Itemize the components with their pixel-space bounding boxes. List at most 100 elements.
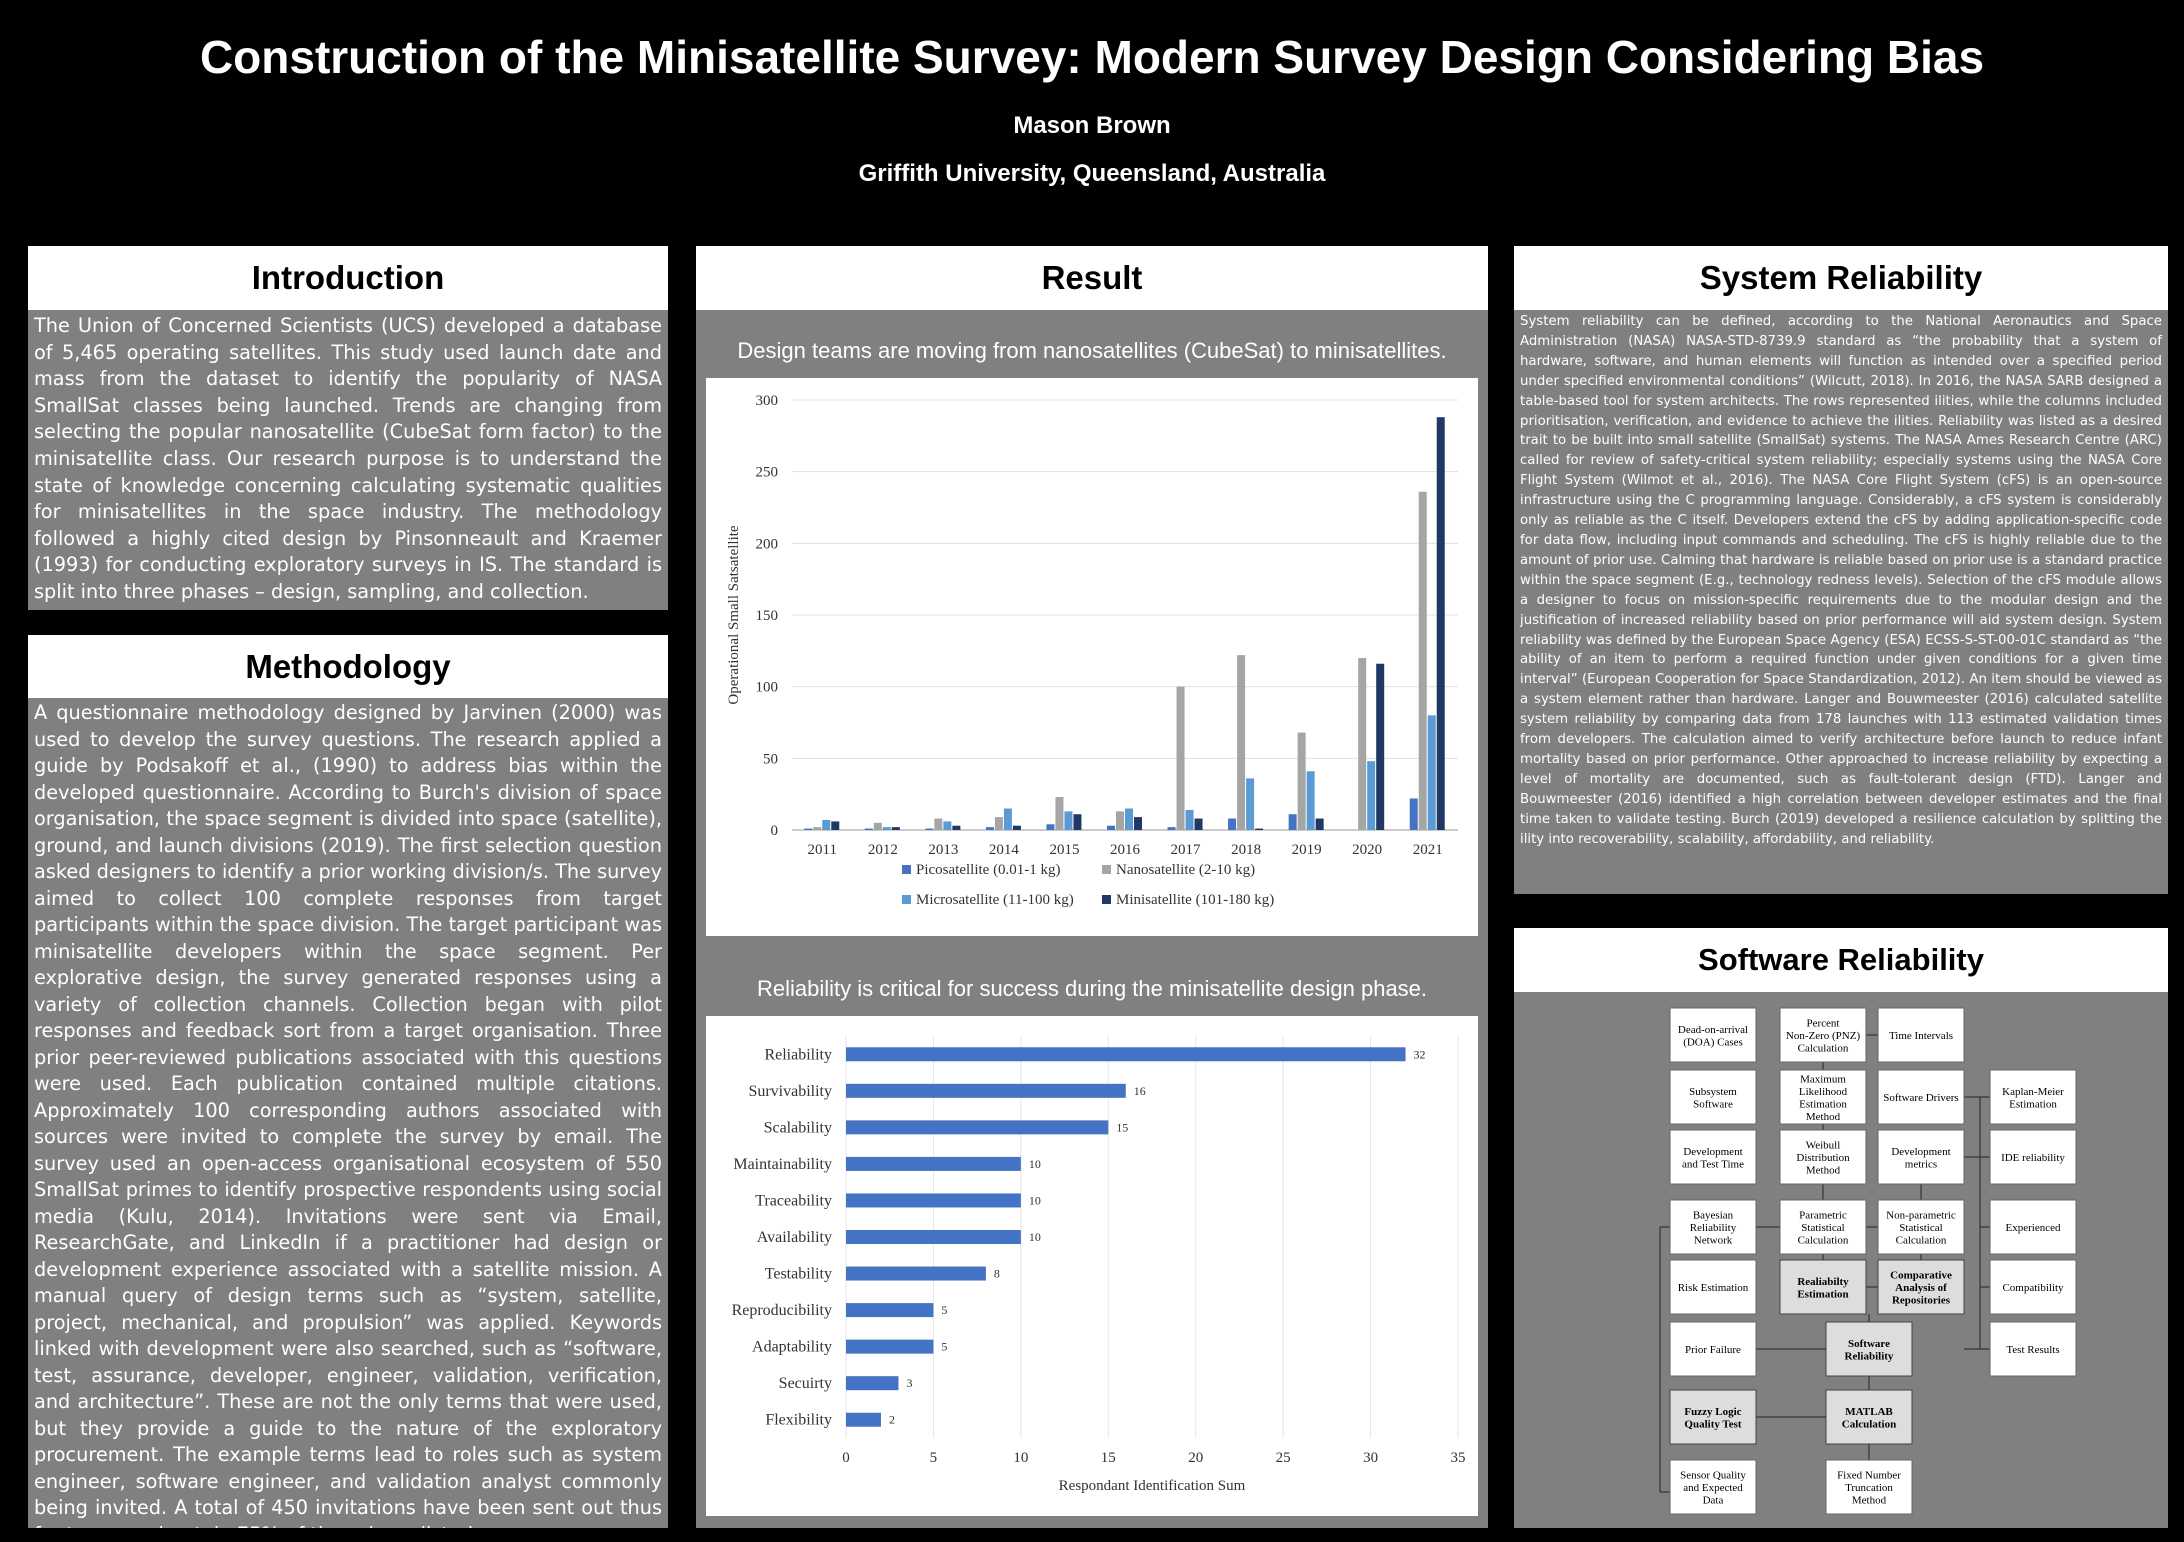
- bar-2019-series-3: [1315, 818, 1324, 830]
- x-tick-label: 35: [1451, 1450, 1466, 1466]
- flow-node-label: IDE reliability: [2001, 1152, 2065, 1164]
- flow-node-label: and Test Time: [1682, 1158, 1744, 1170]
- y-tick-label: Traceability: [755, 1192, 832, 1209]
- x-tick-label: 2015: [1049, 842, 1079, 858]
- flow-node-box: [1825, 1321, 1913, 1377]
- software-reliability-heading: Software Reliability: [1514, 928, 2168, 992]
- flow-node-label: Estimation: [1799, 1098, 1847, 1110]
- data-label: 10: [1029, 1157, 1041, 1171]
- x-tick-label: 2012: [868, 842, 898, 858]
- flow-node-label: Estimation: [1797, 1288, 1848, 1300]
- y-tick-label: Flexibility: [765, 1412, 832, 1429]
- flow-node-box: [1669, 1129, 1757, 1185]
- flow-node-label: Estimation: [2009, 1098, 2057, 1110]
- flow-node-box: [1877, 1259, 1965, 1315]
- bar-2011-series-2: [822, 819, 831, 830]
- data-label: 15: [1116, 1120, 1128, 1134]
- flow-node-prior: Prior Failure: [1669, 1321, 1757, 1377]
- legend-swatch: [902, 865, 911, 874]
- flow-node-box: [1669, 1389, 1757, 1445]
- flow-node-label: Maximum: [1800, 1073, 1846, 1085]
- bar-2012-series-0: [864, 828, 873, 830]
- flow-node-label: Truncation: [1845, 1482, 1893, 1494]
- data-label: 3: [906, 1376, 912, 1390]
- legend-swatch: [902, 895, 911, 904]
- x-tick-label: 2017: [1171, 842, 1202, 858]
- x-tick-label: 2020: [1352, 842, 1382, 858]
- flow-node-label: Calculation: [1798, 1043, 1849, 1055]
- flow-node-label: Weibull: [1806, 1140, 1841, 1152]
- bar-2012-series-1: [873, 822, 882, 830]
- flow-node-box: [1669, 1459, 1757, 1515]
- bar-scalability: [846, 1120, 1109, 1135]
- software-reliability-panel: Software Reliability Dead-on-arrival (DOA…: [1514, 928, 2168, 1528]
- bar-2012-series-3: [891, 827, 900, 830]
- y-axis-label: Operational Small Satsatellite: [726, 525, 742, 704]
- bar-2020-series-2: [1367, 761, 1376, 830]
- y-tick-label: 300: [756, 393, 779, 409]
- bar-2017-series-0: [1167, 827, 1176, 830]
- flow-node-label: Quality Test: [1684, 1418, 1741, 1430]
- bar-2021-series-0: [1409, 798, 1418, 830]
- flow-node-label: MATLAB: [1845, 1406, 1893, 1418]
- bar-2015-series-0: [1046, 824, 1055, 830]
- methodology-panel: Methodology A questionnaire methodology …: [28, 635, 668, 1528]
- flow-node-label: Statistical: [1801, 1222, 1844, 1234]
- x-tick-label: 30: [1363, 1450, 1378, 1466]
- bar-maintainability: [846, 1156, 1021, 1171]
- flow-node-label: Reliability: [1690, 1222, 1737, 1234]
- flow-node-box: [1989, 1259, 2077, 1315]
- bar-2018-series-2: [1246, 778, 1255, 830]
- flow-node-box: [1779, 1069, 1867, 1125]
- bar-2017-series-3: [1194, 818, 1203, 830]
- y-tick-label: Maintainability: [733, 1156, 832, 1173]
- flow-node-label: Parametric: [1799, 1210, 1847, 1222]
- flow-node-label: Calculation: [1896, 1235, 1947, 1247]
- legend-label: Picosatellite (0.01-1 kg): [916, 862, 1061, 878]
- data-label: 32: [1414, 1047, 1426, 1061]
- introduction-text: The Union of Concerned Scientists (UCS) …: [34, 314, 662, 603]
- y-tick-label: 50: [763, 751, 778, 767]
- bar-2020-series-3: [1376, 663, 1385, 830]
- flow-node-box: [1669, 1259, 1757, 1315]
- flow-node-box: [1779, 1199, 1867, 1255]
- bar-2014-series-2: [1003, 808, 1012, 830]
- y-tick-label: Scalability: [764, 1119, 832, 1136]
- flow-node-box: [1825, 1459, 1913, 1515]
- flow-node-box: [1669, 1321, 1757, 1377]
- flow-node-ide: IDE reliability: [1989, 1129, 2077, 1185]
- result-panel: Result Design teams are moving from nano…: [696, 246, 1488, 1528]
- x-tick-label: 10: [1013, 1450, 1028, 1466]
- bar-testability: [846, 1266, 986, 1281]
- bar-2018-series-0: [1228, 818, 1237, 830]
- bar-2011-series-3: [831, 821, 840, 830]
- bar-2016-series-2: [1125, 808, 1133, 830]
- flow-node-label: Software: [1693, 1098, 1733, 1110]
- introduction-panel: Introduction The Union of Concerned Scie…: [28, 246, 668, 610]
- bar-2016-series-0: [1107, 825, 1115, 830]
- flow-node-compat: Compatibility: [1989, 1259, 2077, 1315]
- y-tick-label: Reproducibility: [732, 1302, 832, 1319]
- bar-2019-series-1: [1297, 732, 1306, 830]
- data-label: 5: [941, 1303, 947, 1317]
- flow-node-label: and Expected: [1683, 1482, 1743, 1494]
- flow-node-label: Software Drivers: [1883, 1092, 1958, 1104]
- data-label: 16: [1134, 1084, 1146, 1098]
- flow-node-label: Calculation: [1842, 1418, 1896, 1430]
- bar-2015-series-3: [1073, 814, 1082, 830]
- bar-2014-series-3: [1012, 825, 1021, 830]
- legend-swatch: [1102, 865, 1111, 874]
- bar-2015-series-2: [1064, 811, 1073, 830]
- affiliation: Griffith University, Queensland, Austral…: [858, 160, 1326, 187]
- flow-node-box: [1877, 1069, 1965, 1125]
